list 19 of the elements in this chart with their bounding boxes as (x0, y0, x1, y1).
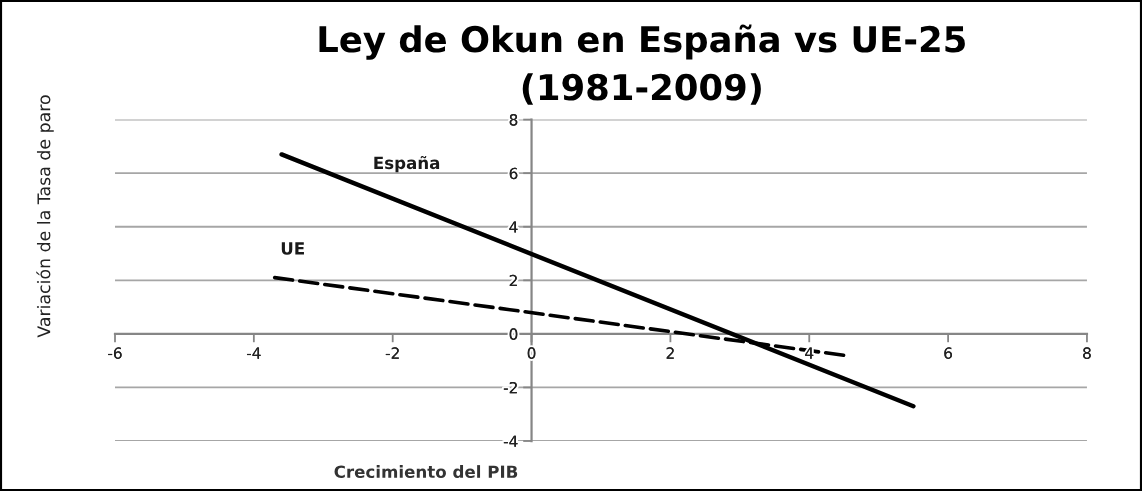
x-tick-label: 6 (944, 347, 952, 359)
y-tick-label: 0 (509, 328, 518, 340)
y-tick-label: 8 (509, 114, 518, 126)
y-tick-label: 2 (509, 274, 517, 287)
y-tick-label: -4 (503, 435, 518, 447)
chart-title: Ley de Okun en España vs UE-25 (1981-2009) (319, 24, 965, 105)
y-tick-label: 6 (509, 167, 518, 180)
x-tick-label: 8 (1083, 347, 1091, 359)
x-tick-label: -6 (108, 347, 122, 359)
series-label: UE (281, 242, 304, 255)
y-tick-label: 4 (509, 221, 518, 233)
x-tick-label: 2 (666, 347, 674, 359)
series-label: España (374, 155, 440, 173)
x-axis-title: Crecimiento del PIB (334, 465, 518, 479)
x-tick-label: -4 (246, 347, 261, 359)
y-axis-title: Variación de la Tasa de paro (36, 95, 54, 338)
x-tick-label: 0 (527, 347, 536, 359)
y-tick-label: -2 (503, 381, 517, 394)
x-tick-label: -2 (385, 347, 399, 359)
